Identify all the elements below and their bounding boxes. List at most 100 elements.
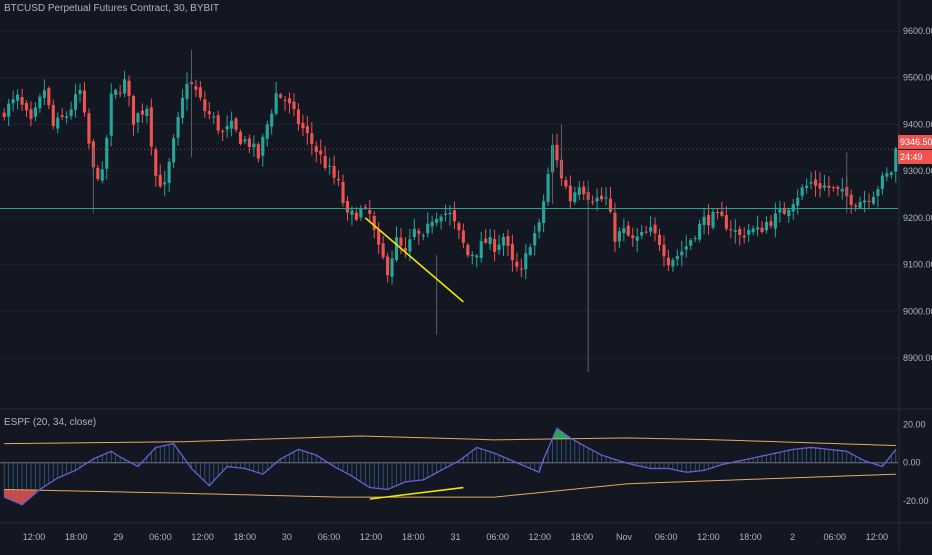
candle-body	[573, 192, 577, 203]
candle-body	[840, 188, 844, 192]
candle	[501, 233, 506, 257]
candle	[671, 257, 675, 272]
candle-body	[390, 258, 394, 277]
time-tick-label: 06:00	[655, 532, 678, 542]
candle-body	[854, 205, 858, 207]
candle-body	[345, 201, 350, 213]
candle-body	[657, 234, 662, 246]
candle	[542, 194, 546, 233]
candle-body	[484, 238, 488, 243]
candle-body	[207, 111, 211, 115]
candle-body	[698, 223, 702, 240]
candle-body	[203, 99, 207, 112]
candle	[805, 178, 809, 194]
candle-body	[310, 133, 314, 144]
candles	[2, 49, 898, 372]
candle-body	[510, 243, 514, 261]
candle	[234, 116, 238, 133]
candle	[252, 135, 256, 157]
candle-body	[319, 150, 323, 155]
candle	[350, 206, 354, 226]
candle	[323, 146, 327, 171]
candle-body	[270, 113, 274, 127]
candle	[524, 243, 528, 280]
candle-body	[105, 137, 109, 169]
candle	[608, 187, 613, 214]
candle-body	[546, 174, 550, 202]
candle-body	[421, 235, 425, 237]
candle	[452, 201, 457, 229]
candle	[666, 249, 670, 272]
symbol-header[interactable]: BTCUSD Perpetual Futures Contract, 30, B…	[4, 3, 220, 14]
candle-body	[29, 109, 33, 119]
candle-body	[622, 228, 626, 234]
candle	[87, 108, 91, 149]
candle-body	[666, 257, 670, 266]
osc-lower-fill	[4, 489, 36, 505]
candle-body	[412, 228, 416, 238]
candle	[207, 101, 211, 120]
osc-tick-label: 20.00	[903, 420, 926, 430]
candle	[301, 114, 305, 137]
candle	[675, 249, 679, 267]
candle-body	[24, 102, 29, 111]
candle	[756, 215, 760, 237]
candle-body	[109, 93, 113, 136]
candle-body	[163, 182, 167, 185]
candle-body	[136, 113, 140, 123]
candle-body	[796, 197, 800, 206]
osc-tick-label: 0.00	[903, 458, 921, 468]
candle-body	[457, 223, 461, 231]
candle-body	[287, 98, 292, 104]
candle	[47, 86, 51, 110]
candle-body	[724, 215, 728, 229]
candle-body	[42, 90, 46, 98]
candle	[533, 225, 537, 256]
candle	[279, 92, 283, 100]
candle-body	[127, 80, 131, 97]
candle	[336, 170, 341, 187]
candle	[822, 174, 827, 192]
candle	[341, 174, 345, 207]
candle	[466, 242, 470, 258]
candle-body	[350, 210, 354, 215]
candle-body	[461, 230, 465, 243]
candle-body	[328, 165, 332, 167]
time-tick-label: 18:00	[571, 532, 594, 542]
candle	[78, 83, 82, 103]
candle-body	[649, 227, 653, 232]
candle-body	[524, 253, 528, 270]
candle	[100, 161, 104, 184]
candle	[684, 234, 688, 258]
candle-body	[488, 237, 492, 245]
candle-body	[644, 231, 648, 233]
candle-body	[470, 254, 474, 257]
price-tick-label: 9600.00	[903, 26, 932, 36]
candle-body	[167, 161, 171, 183]
candle	[243, 136, 247, 145]
time-tick-label: 31	[450, 532, 460, 542]
indicator-header[interactable]: ESPF (20, 34, close)	[4, 417, 97, 428]
candle-body	[149, 107, 153, 147]
time-tick-label: 12:00	[23, 532, 46, 542]
candle	[831, 185, 835, 192]
candle	[546, 167, 550, 206]
candle-body	[519, 268, 523, 270]
last-price-tag: 9346.50	[898, 135, 932, 149]
candle	[787, 207, 791, 223]
candle-body	[216, 115, 220, 131]
candle	[515, 252, 519, 272]
candle	[849, 189, 853, 214]
candle-body	[769, 221, 773, 226]
candle-body	[341, 182, 345, 203]
candle	[631, 227, 635, 247]
candle-body	[493, 238, 497, 252]
candle	[377, 222, 381, 254]
candle-body	[608, 198, 613, 212]
candle-body	[377, 229, 381, 245]
candle-body	[497, 244, 501, 250]
candle-body	[764, 221, 769, 231]
